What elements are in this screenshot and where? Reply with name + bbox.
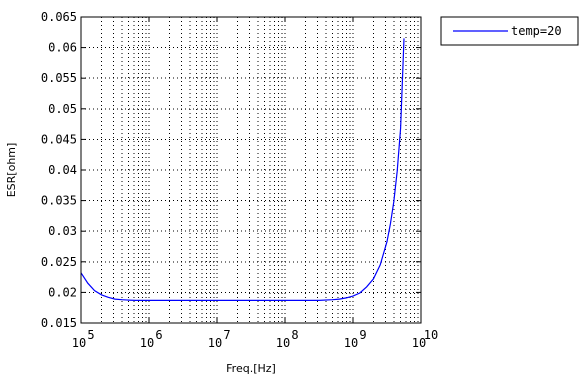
x-tick-label: 10 bbox=[276, 336, 290, 350]
y-tick-label: 0.03 bbox=[48, 224, 77, 238]
y-tick-label: 0.055 bbox=[41, 71, 77, 85]
x-tick-label: 10 bbox=[72, 336, 86, 350]
y-axis-label: ESR[ohm] bbox=[5, 143, 18, 198]
x-tick-label: 10 bbox=[412, 336, 426, 350]
y-tick-label: 0.04 bbox=[48, 163, 77, 177]
x-axis-label: Freq.[Hz] bbox=[226, 362, 276, 375]
y-tick-label: 0.06 bbox=[48, 41, 77, 55]
y-tick-label: 0.02 bbox=[48, 285, 77, 299]
y-axis-ticks: 0.015 0.02 0.025 0.03 0.035 0.04 0.045 0.05 0.05… bbox=[41, 10, 421, 330]
y-tick-label: 0.065 bbox=[41, 10, 77, 24]
y-tick-label: 0.045 bbox=[41, 132, 77, 146]
series-line-temp-20 bbox=[80, 38, 405, 301]
x-tick-exponent: 10 bbox=[424, 328, 438, 342]
x-tick-exponent: 8 bbox=[291, 328, 298, 342]
plot-frame bbox=[80, 16, 422, 324]
x-tick-label: 10 bbox=[140, 336, 154, 350]
y-tick-label: 0.035 bbox=[41, 194, 77, 208]
y-tick-label: 0.015 bbox=[41, 316, 77, 330]
x-tick-exponent: 5 bbox=[87, 328, 94, 342]
legend: temp=20 bbox=[440, 16, 579, 46]
y-tick-label: 0.025 bbox=[41, 255, 77, 269]
x-tick-label: 10 bbox=[208, 336, 222, 350]
x-tick-exponent: 9 bbox=[359, 328, 366, 342]
y-tick-label: 0.05 bbox=[48, 102, 77, 116]
legend-label-temp-20: temp=20 bbox=[511, 24, 562, 38]
x-tick-label: 10 bbox=[344, 336, 358, 350]
x-tick-exponent: 6 bbox=[155, 328, 162, 342]
x-tick-exponent: 7 bbox=[223, 328, 230, 342]
